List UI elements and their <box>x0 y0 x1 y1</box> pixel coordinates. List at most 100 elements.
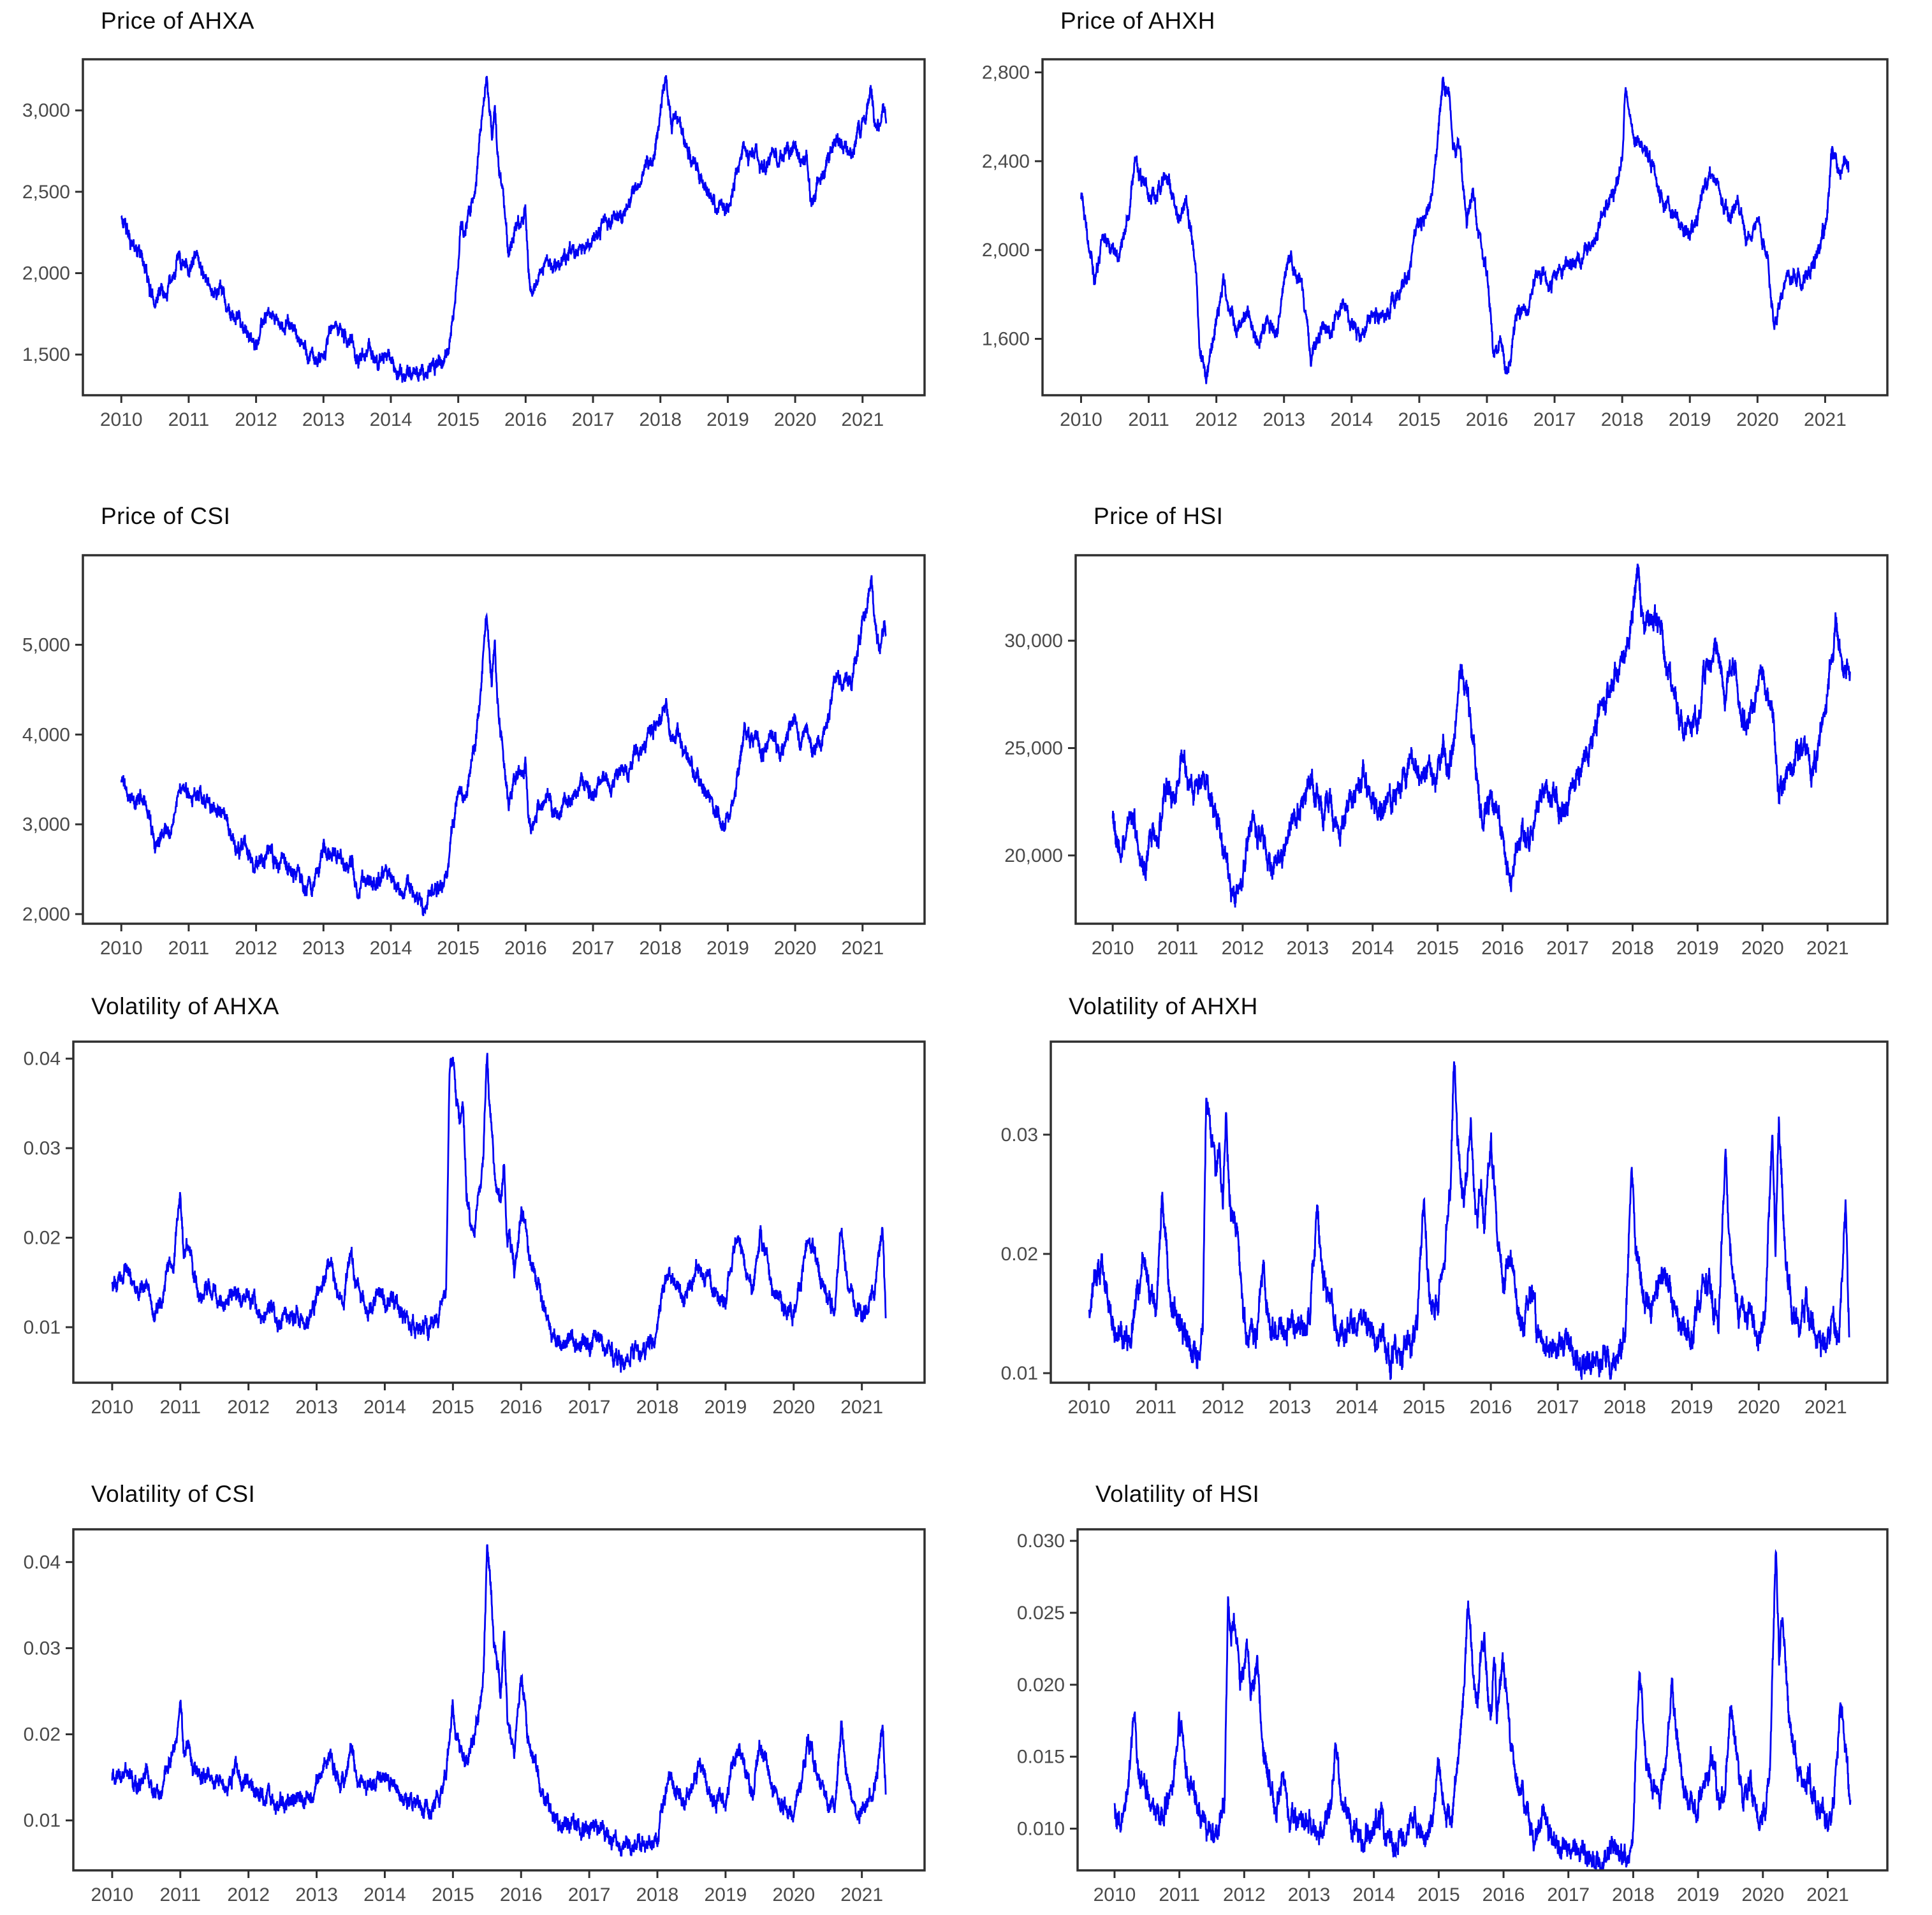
svg-text:2,000: 2,000 <box>22 263 70 284</box>
panel-price-ahxa: Price of AHXA 2010 2011 2012 2013 2014 2015 20… <box>0 0 966 479</box>
svg-text:2020: 2020 <box>1741 1884 1784 1905</box>
chart-title-price-ahxa: Price of AHXA <box>101 8 254 34</box>
volatility-ahxa-plot: 2010 2011 2012 2013 2014 2015 2016 2017 2018 2019… <box>24 1040 926 1418</box>
svg-text:0.01: 0.01 <box>24 1810 61 1831</box>
svg-text:2012: 2012 <box>1223 1884 1266 1905</box>
volatility-ahxh-plot: 2010 2011 2012 2013 2014 2015 2016 2017 2018 2019… <box>1001 1040 1889 1418</box>
svg-text:2013: 2013 <box>302 938 345 958</box>
svg-text:2012: 2012 <box>1222 938 1264 958</box>
svg-text:2,400: 2,400 <box>982 151 1030 172</box>
svg-text:2010: 2010 <box>1092 938 1134 958</box>
price-ahxa-plot: 2010 2011 2012 2013 2014 2015 2016 2017 2018 2019… <box>22 58 926 430</box>
svg-text:2018: 2018 <box>1612 1884 1655 1905</box>
price-ahxh-plot: 2010 2011 2012 2013 2014 2015 2016 2017 2018 2019… <box>982 58 1889 430</box>
svg-text:2016: 2016 <box>1470 1397 1512 1418</box>
price-csi-plot: 2010 2011 2012 2013 2014 2015 2016 2017 2018 2019… <box>22 554 926 958</box>
svg-text:2017: 2017 <box>572 409 615 430</box>
svg-text:30,000: 30,000 <box>1004 630 1063 652</box>
svg-text:2016: 2016 <box>1466 409 1509 430</box>
svg-text:2021: 2021 <box>841 938 884 958</box>
svg-text:2021: 2021 <box>1804 1397 1847 1418</box>
svg-text:2020: 2020 <box>1736 409 1779 430</box>
svg-text:2016: 2016 <box>1482 1884 1525 1905</box>
svg-text:2010: 2010 <box>91 1884 134 1905</box>
svg-text:2021: 2021 <box>1806 938 1849 958</box>
svg-text:2021: 2021 <box>1804 409 1847 430</box>
svg-text:2020: 2020 <box>772 1397 815 1418</box>
svg-text:2021: 2021 <box>841 409 884 430</box>
svg-text:2010: 2010 <box>91 1397 134 1418</box>
svg-text:0.01: 0.01 <box>24 1317 61 1338</box>
svg-text:2014: 2014 <box>1352 1884 1395 1905</box>
svg-text:2011: 2011 <box>1159 1884 1200 1905</box>
svg-text:2013: 2013 <box>302 409 345 430</box>
svg-text:2018: 2018 <box>639 409 682 430</box>
chart-title-volatility-csi: Volatility of CSI <box>91 1481 256 1507</box>
svg-text:2013: 2013 <box>1262 409 1305 430</box>
svg-text:3,000: 3,000 <box>22 814 70 835</box>
svg-text:2017: 2017 <box>1547 1884 1590 1905</box>
svg-text:2011: 2011 <box>168 409 210 430</box>
panel-price-hsi: Price of HSI 2010 2011 2012 2013 2014 2015 201… <box>966 479 1932 958</box>
svg-text:2010: 2010 <box>1060 409 1102 430</box>
svg-text:2020: 2020 <box>1738 1397 1780 1418</box>
volatility-csi-plot: 2010 2011 2012 2013 2014 2015 2016 2017 2018 2019… <box>24 1528 926 1905</box>
svg-text:2013: 2013 <box>295 1884 338 1905</box>
chart-title-volatility-hsi: Volatility of HSI <box>1095 1481 1260 1507</box>
svg-text:3,000: 3,000 <box>22 100 70 121</box>
svg-text:2018: 2018 <box>1604 1397 1646 1418</box>
svg-text:0.02: 0.02 <box>24 1724 61 1745</box>
svg-text:2012: 2012 <box>1202 1397 1245 1418</box>
svg-text:2019: 2019 <box>705 1884 747 1905</box>
svg-text:2014: 2014 <box>1351 938 1394 958</box>
svg-text:2011: 2011 <box>168 938 210 958</box>
panel-volatility-csi: Volatility of CSI 2010 2011 2012 2013 2014 20… <box>0 1436 966 1915</box>
svg-text:2,800: 2,800 <box>982 62 1030 84</box>
svg-text:2015: 2015 <box>437 409 479 430</box>
panel-volatility-hsi: Volatility of HSI 2010 2011 2012 2013 2014 20… <box>966 1436 1932 1915</box>
svg-text:2015: 2015 <box>1417 1884 1460 1905</box>
svg-text:2014: 2014 <box>363 1397 406 1418</box>
svg-text:2017: 2017 <box>568 1884 611 1905</box>
svg-text:2014: 2014 <box>370 409 413 430</box>
chart-title-price-hsi: Price of HSI <box>1094 503 1224 529</box>
svg-text:2013: 2013 <box>1286 938 1329 958</box>
svg-text:2010: 2010 <box>1094 1884 1136 1905</box>
svg-text:2015: 2015 <box>437 938 479 958</box>
svg-text:2020: 2020 <box>774 409 817 430</box>
svg-text:2020: 2020 <box>774 938 817 958</box>
svg-text:2019: 2019 <box>706 938 749 958</box>
svg-text:2019: 2019 <box>1669 409 1711 430</box>
svg-text:2012: 2012 <box>227 1397 270 1418</box>
svg-text:0.010: 0.010 <box>1017 1819 1065 1840</box>
panel-volatility-ahxh: Volatility of AHXH 2010 2011 2012 2013 2014 2… <box>966 958 1932 1436</box>
svg-text:2016: 2016 <box>1481 938 1524 958</box>
svg-text:2012: 2012 <box>1195 409 1238 430</box>
svg-text:0.01: 0.01 <box>1001 1363 1038 1384</box>
chart-title-volatility-ahxa: Volatility of AHXA <box>91 993 279 1019</box>
svg-text:2016: 2016 <box>504 409 547 430</box>
svg-text:0.030: 0.030 <box>1017 1531 1065 1552</box>
svg-text:2015: 2015 <box>1398 409 1441 430</box>
svg-text:2019: 2019 <box>705 1397 747 1418</box>
svg-text:0.03: 0.03 <box>24 1638 61 1659</box>
svg-text:2017: 2017 <box>572 938 615 958</box>
svg-text:2019: 2019 <box>706 409 749 430</box>
svg-text:2,000: 2,000 <box>982 240 1030 261</box>
svg-text:2015: 2015 <box>432 1397 474 1418</box>
svg-text:25,000: 25,000 <box>1004 738 1063 759</box>
svg-text:2010: 2010 <box>1068 1397 1111 1418</box>
svg-text:2014: 2014 <box>370 938 413 958</box>
svg-text:0.020: 0.020 <box>1017 1675 1065 1696</box>
svg-text:2010: 2010 <box>100 409 143 430</box>
svg-text:2011: 2011 <box>160 1884 201 1905</box>
svg-text:2021: 2021 <box>840 1884 883 1905</box>
svg-text:2016: 2016 <box>500 1884 543 1905</box>
svg-text:2011: 2011 <box>1157 938 1199 958</box>
svg-text:2017: 2017 <box>568 1397 611 1418</box>
svg-text:5,000: 5,000 <box>22 634 70 655</box>
svg-text:0.04: 0.04 <box>24 1049 61 1070</box>
svg-text:2012: 2012 <box>227 1884 270 1905</box>
panel-price-csi: Price of CSI 2010 2011 2012 2013 2014 2015 201… <box>0 479 966 958</box>
svg-text:2014: 2014 <box>1330 409 1373 430</box>
